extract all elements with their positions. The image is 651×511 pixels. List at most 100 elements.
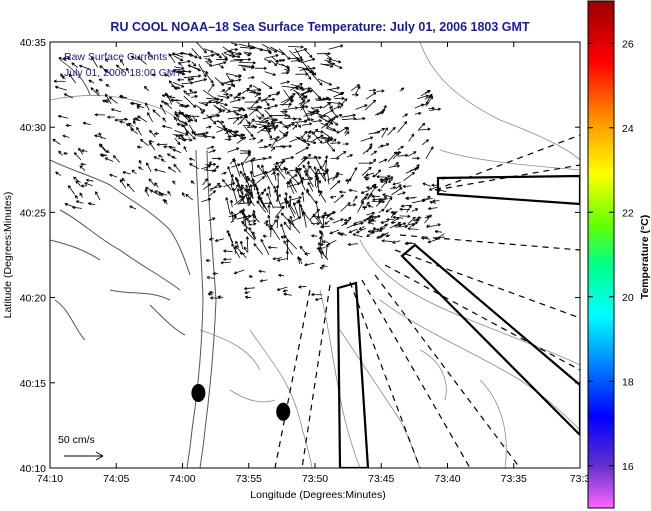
current-vector-arrow — [283, 221, 292, 231]
current-vector-arrow — [239, 194, 245, 204]
current-vector-arrow — [220, 89, 226, 93]
current-vector-arrow — [320, 251, 329, 261]
current-vector-arrow — [282, 289, 288, 293]
current-vector-arrow — [360, 136, 374, 142]
current-vector-arrow — [397, 222, 407, 226]
current-vector-arrow — [147, 112, 153, 123]
current-vector-arrow — [215, 57, 228, 62]
current-vector-arrow — [261, 44, 278, 53]
colorbar-ticks: 26 24 22 20 18 16 — [588, 38, 634, 473]
current-vector-arrow — [209, 290, 214, 295]
current-vector-arrow — [172, 180, 176, 185]
current-vector-arrow — [371, 230, 379, 234]
current-vector-arrow — [379, 177, 385, 182]
current-vector-arrow — [107, 115, 116, 119]
current-vector-arrow — [241, 153, 251, 165]
current-vector-arrow — [289, 83, 303, 91]
current-vector-arrow — [257, 164, 267, 178]
current-vector-arrow — [286, 171, 300, 185]
current-vector-arrow — [367, 204, 374, 208]
current-vector-arrow — [392, 182, 401, 186]
current-vector-arrow — [256, 176, 265, 184]
current-vector-arrow — [143, 85, 150, 92]
current-vector-arrow — [304, 262, 315, 267]
current-vector-arrow — [311, 292, 323, 297]
current-vector-arrow — [136, 145, 142, 149]
current-vector-arrow — [371, 158, 377, 164]
x-tick-label: 73:3 — [570, 473, 591, 485]
current-vector-arrow — [199, 108, 204, 115]
current-vector-arrow — [307, 181, 314, 192]
current-vector-arrow — [234, 132, 244, 140]
current-vector-arrow — [314, 297, 323, 301]
current-vector-arrow — [288, 45, 304, 49]
current-vector-arrow — [378, 198, 388, 202]
current-vector-arrow — [130, 128, 139, 135]
current-vector-arrow — [344, 127, 349, 134]
x-tick-label: 73:35 — [501, 473, 527, 485]
current-vector-arrow — [226, 108, 242, 113]
current-vector-arrow — [341, 113, 356, 118]
current-vector-arrow — [136, 126, 142, 136]
current-vector-arrow — [298, 257, 303, 265]
current-vector-arrow — [154, 168, 166, 173]
current-vector-arrow — [217, 295, 224, 299]
current-vector-arrow — [344, 131, 350, 136]
scale-label: 50 cm/s — [58, 434, 95, 446]
current-vector-arrow — [98, 132, 103, 139]
current-vector-arrow — [335, 172, 343, 176]
current-vector-arrow — [341, 117, 357, 121]
current-vector-arrow — [402, 184, 412, 188]
current-vector-arrow — [230, 215, 237, 224]
current-vector-arrow — [82, 121, 91, 126]
current-vector-arrow — [274, 189, 282, 208]
current-vector-arrow — [422, 102, 429, 106]
current-vector-arrow — [322, 240, 328, 244]
current-vector-arrow — [239, 46, 253, 50]
current-vector-arrow — [104, 157, 114, 162]
current-vector-arrow — [180, 104, 190, 108]
current-vector-arrow — [57, 114, 68, 119]
current-vector-arrow — [181, 81, 194, 85]
current-vector-arrow — [94, 113, 106, 117]
current-vector-arrow — [243, 246, 248, 253]
current-vector-arrow — [219, 104, 231, 113]
current-vector-arrow — [90, 87, 100, 97]
current-vector-arrow — [272, 257, 283, 261]
current-vector-arrow — [319, 266, 325, 270]
current-vector-arrow — [98, 78, 104, 82]
current-vector-arrow — [149, 189, 161, 196]
current-vector-arrow — [280, 144, 292, 148]
current-vector-arrow — [387, 126, 396, 136]
current-vector-arrow — [206, 62, 213, 67]
current-vector-arrow — [160, 192, 168, 197]
colorbar-tick-label: 22 — [622, 207, 634, 219]
y-tick-label: 40:10 — [20, 463, 46, 475]
current-vector-arrow — [250, 159, 254, 177]
current-vector-arrow — [382, 193, 393, 198]
current-vector-arrow — [91, 56, 99, 68]
current-vector-arrow — [426, 93, 433, 104]
transect-dashed-line — [434, 164, 580, 191]
current-vector-arrow — [266, 143, 272, 148]
current-vector-arrow — [177, 123, 185, 128]
current-vector-arrow — [223, 92, 229, 96]
current-vector-arrow — [205, 125, 212, 129]
current-vector-arrow — [121, 177, 126, 182]
current-vector-arrow — [230, 47, 239, 52]
current-vector-arrow — [249, 137, 256, 141]
current-vector-arrow — [276, 215, 280, 229]
current-vector-arrow — [130, 55, 137, 60]
current-vector-arrow — [329, 229, 340, 235]
current-vector-arrow — [178, 109, 191, 123]
current-vector-arrow — [264, 170, 274, 186]
current-vector-arrow — [183, 90, 191, 97]
current-vector-arrow — [366, 143, 373, 153]
current-vector-arrow — [280, 110, 288, 114]
current-vector-arrow — [108, 96, 118, 104]
current-vector-arrow — [348, 188, 358, 193]
current-vector-arrow — [174, 66, 185, 70]
current-vector-arrow — [267, 204, 271, 215]
current-vector-arrow — [149, 142, 156, 151]
current-vector-arrow — [246, 105, 263, 110]
